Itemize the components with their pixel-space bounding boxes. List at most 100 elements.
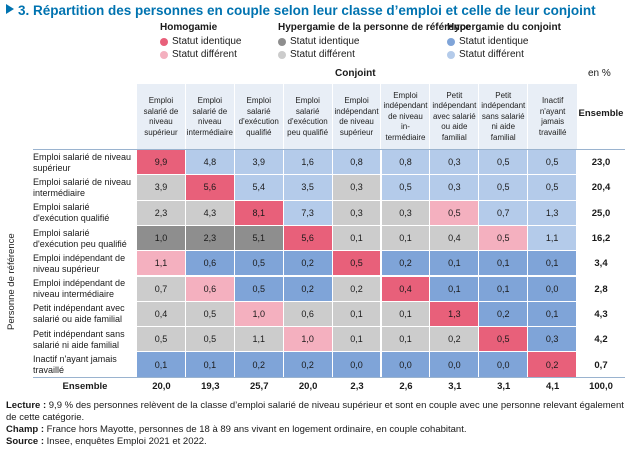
heatmap-cell: 0,4 bbox=[137, 301, 186, 328]
legend-heading: Homogamie bbox=[160, 22, 218, 33]
heatmap-cell: 9,9 bbox=[137, 150, 186, 176]
legend-item: Statut différent bbox=[160, 48, 242, 61]
heatmap-cell: 0,1 bbox=[137, 352, 186, 378]
heatmap-cell: 0,5 bbox=[479, 150, 529, 176]
heatmap-cell: 0,5 bbox=[332, 251, 382, 277]
divider bbox=[33, 149, 625, 150]
heatmap-cell: 1,1 bbox=[137, 251, 186, 277]
heatmap-cell: 0,6 bbox=[185, 251, 235, 277]
heatmap-cell: 7,3 bbox=[283, 200, 333, 226]
heatmap-cell: 1,1 bbox=[528, 225, 578, 252]
notes: Lecture : 9,9 % des personnes relèvent d… bbox=[6, 400, 626, 448]
heatmap-cell: 0,3 bbox=[332, 200, 382, 226]
heatmap-cell: 0,2 bbox=[430, 327, 480, 353]
row-label: Petit indépendant sans salarié ni aide f… bbox=[33, 328, 125, 350]
row-label: Emploi salarié de niveau intermédiaire bbox=[33, 176, 132, 198]
heatmap-cell: 0,1 bbox=[332, 327, 382, 353]
heatmap-cell: 0,1 bbox=[528, 251, 578, 277]
legend-label: Statut identique bbox=[290, 36, 360, 47]
heatmap-cell: 0,1 bbox=[528, 301, 578, 328]
row-label: Emploi indépendant de niveau supérieur bbox=[33, 252, 126, 274]
ensemble-column-header: Ensemble bbox=[578, 108, 624, 119]
heatmap-cell: 0,1 bbox=[479, 276, 529, 302]
heatmap-cell: 0,2 bbox=[332, 276, 382, 302]
column-header: Inactif n'ayant jamais travaillé bbox=[538, 96, 567, 137]
heatmap-cell: 0,2 bbox=[381, 251, 431, 277]
heatmap-cell: 0,1 bbox=[430, 276, 480, 302]
heatmap-cell: 0,1 bbox=[430, 251, 480, 277]
heatmap-cell: 1,3 bbox=[528, 200, 578, 226]
heatmap-cell: 0,5 bbox=[185, 301, 235, 328]
row-total: 25,0 bbox=[591, 207, 611, 219]
legend-heading: Hypergamie de la personne de référence bbox=[278, 22, 471, 33]
heatmap-cell: 1,3 bbox=[430, 301, 480, 328]
column-header-band bbox=[137, 84, 578, 150]
heatmap-cell: 0,8 bbox=[332, 150, 382, 176]
heatmap-cell: 0,0 bbox=[430, 352, 480, 378]
row-label: Inactif n'ayant jamais travaillé bbox=[33, 354, 117, 376]
heatmap-cell: 0,5 bbox=[479, 225, 529, 252]
heatmap-cell: 1,0 bbox=[234, 301, 284, 328]
column-header: Petit indépendant sans salarié ni aide f… bbox=[479, 84, 529, 150]
heatmap-cell: 0,2 bbox=[528, 352, 578, 378]
heatmap-cell: 0,5 bbox=[137, 327, 186, 353]
heatmap-cell: 0,1 bbox=[381, 327, 431, 353]
heatmap-cell: 0,5 bbox=[479, 327, 529, 353]
heatmap-cell: 4,3 bbox=[185, 200, 235, 226]
heatmap-cell: 2,3 bbox=[137, 200, 186, 226]
column-total: 2,6 bbox=[399, 380, 413, 392]
heatmap-cell: 0,1 bbox=[381, 225, 431, 252]
legend-dot-icon bbox=[160, 50, 168, 59]
note-lecture: Lecture : 9,9 % des personnes relèvent d… bbox=[6, 400, 624, 423]
heatmap-cell: 0,5 bbox=[381, 175, 431, 201]
heatmap-cell: 0,8 bbox=[381, 150, 431, 176]
column-total: 2,3 bbox=[350, 380, 364, 392]
legend-group: Hypergamie de la personne de référence St… bbox=[278, 22, 471, 61]
column-header: Emploi salarié d'exécution peu qualifié bbox=[284, 84, 333, 150]
legend-label: Statut différent bbox=[290, 49, 355, 60]
heatmap-cell: 0,6 bbox=[283, 301, 333, 328]
column-total: 19,3 bbox=[201, 380, 220, 392]
heatmap-cell: 4,8 bbox=[185, 150, 235, 176]
heatmap-cell: 0,5 bbox=[234, 276, 284, 302]
heatmap-cell: 0,2 bbox=[283, 251, 333, 277]
heatmap-cell: 1,6 bbox=[283, 150, 333, 176]
heatmap-cell: 0,1 bbox=[332, 225, 382, 252]
legend-label: Statut différent bbox=[172, 49, 237, 60]
row-total: 3,4 bbox=[594, 258, 608, 270]
column-total: 20,0 bbox=[152, 380, 171, 392]
legend-label: Statut identique bbox=[172, 36, 242, 47]
column-header: Emploi salarié de niveau supérieur bbox=[137, 84, 186, 150]
heatmap-cell: 0,1 bbox=[332, 301, 382, 328]
legend-dot-icon bbox=[447, 50, 455, 59]
ensemble-row-label: Ensemble bbox=[62, 380, 108, 392]
unit-label: en % bbox=[588, 68, 611, 79]
legend-dot-icon bbox=[278, 50, 286, 59]
heatmap-cell: 0,1 bbox=[479, 251, 529, 277]
legend-item: Statut identique bbox=[447, 35, 561, 48]
heatmap-cell: 3,9 bbox=[234, 150, 284, 176]
personne-axis-label: Personne de référence bbox=[6, 233, 17, 330]
row-label: Emploi salarié de niveau supérieur bbox=[33, 151, 132, 173]
heatmap-cell: 0,7 bbox=[479, 200, 529, 226]
heatmap-cell: 0,3 bbox=[528, 327, 578, 353]
heatmap-cell: 0,0 bbox=[479, 352, 529, 378]
chart-title: 3. Répartition des personnes en couple s… bbox=[6, 3, 596, 18]
heatmap-cell: 0,5 bbox=[185, 327, 235, 353]
heatmap-cell: 0,7 bbox=[137, 276, 186, 302]
note-champ: Champ : France hors Mayotte, personnes d… bbox=[6, 424, 467, 435]
heatmap-cell: 3,5 bbox=[283, 175, 333, 201]
heatmap-cell: 0,4 bbox=[430, 225, 480, 252]
heatmap-cell: 8,1 bbox=[234, 200, 284, 226]
heatmap-cell: 1,0 bbox=[283, 327, 333, 353]
row-total: 20,4 bbox=[591, 182, 611, 194]
heatmap-cell: 0,0 bbox=[332, 352, 382, 378]
column-header: Petit indépendant avec salarié ou aide f… bbox=[430, 84, 480, 150]
column-total: 3,1 bbox=[497, 380, 511, 392]
row-total: 4,3 bbox=[594, 308, 608, 320]
legend-dot-icon bbox=[278, 37, 286, 46]
heatmap-cell: 0,5 bbox=[528, 150, 578, 176]
legend-label: Statut identique bbox=[459, 36, 529, 47]
row-label: Emploi indépendant de niveau intermédiai… bbox=[33, 278, 126, 300]
heatmap-cell: 0,2 bbox=[283, 276, 333, 302]
